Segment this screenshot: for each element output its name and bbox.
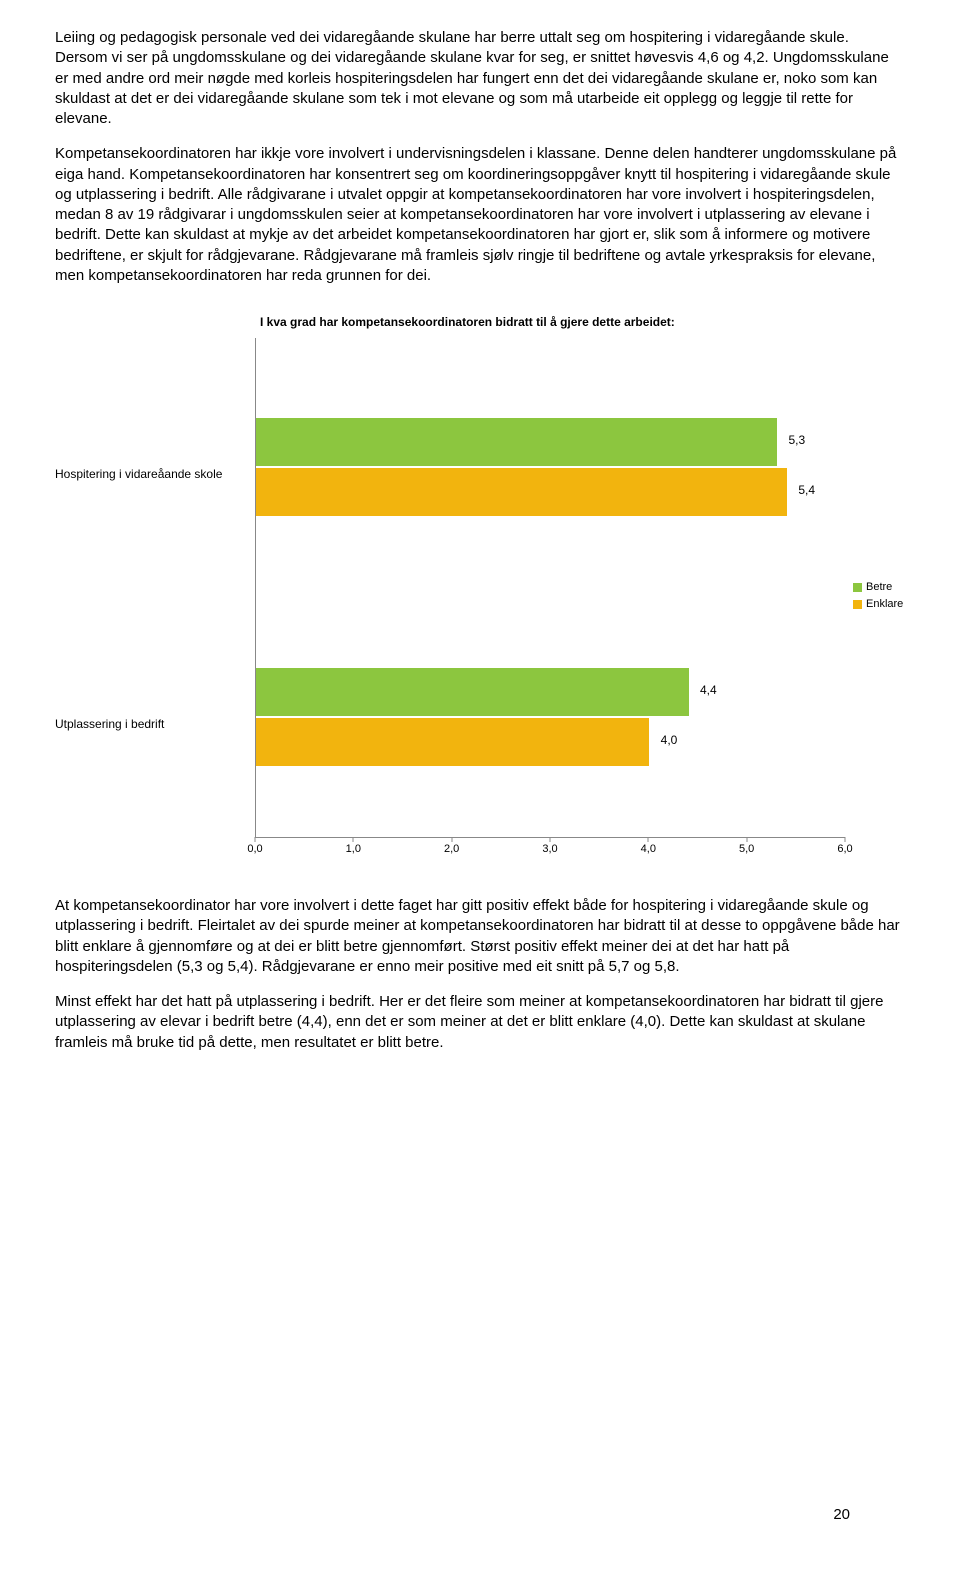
x-tick-label: 5,0 xyxy=(739,842,754,857)
bar-betre: 5,3 xyxy=(256,418,777,466)
bar-value-label: 4,4 xyxy=(700,682,717,698)
x-tick-label: 6,0 xyxy=(837,842,852,857)
legend-item: Betre xyxy=(853,580,903,595)
x-tick-label: 1,0 xyxy=(346,842,361,857)
x-tick-label: 3,0 xyxy=(542,842,557,857)
paragraph-3: At kompetansekoordinator har vore involv… xyxy=(55,896,905,977)
chart-plot: 5,3 5,4 4,4 4,0 0,0 1,0 2,0 3,0 4,0 xyxy=(255,338,845,856)
x-tick-label: 0,0 xyxy=(247,842,262,857)
chart-y-labels: Hospitering i vidareåande skole Utplasse… xyxy=(55,338,255,838)
bar-value-label: 5,3 xyxy=(788,432,805,448)
paragraph-2: Kompetansekoordinatoren har ikkje vore i… xyxy=(55,144,905,286)
x-tick-label: 2,0 xyxy=(444,842,459,857)
bar-value-label: 5,4 xyxy=(798,482,815,498)
chart-legend: Betre Enklare xyxy=(845,580,903,614)
chart-title: I kva grad har kompetansekoordinatoren b… xyxy=(260,314,905,330)
category-label: Hospitering i vidareåande skole xyxy=(55,466,245,482)
paragraph-4: Minst effekt har det hatt på utplasserin… xyxy=(55,992,905,1053)
chart-container: Hospitering i vidareåande skole Utplasse… xyxy=(55,338,905,856)
legend-label: Enklare xyxy=(866,597,903,612)
chart-plot-area: 5,3 5,4 4,4 4,0 xyxy=(255,338,845,838)
legend-item: Enklare xyxy=(853,597,903,612)
bar-betre: 4,4 xyxy=(256,668,689,716)
legend-label: Betre xyxy=(866,580,892,595)
legend-swatch xyxy=(853,600,862,609)
category-label: Utplassering i bedrift xyxy=(55,716,245,732)
bar-enklare: 5,4 xyxy=(256,468,787,516)
legend-swatch xyxy=(853,583,862,592)
paragraph-1: Leiing og pedagogisk personale ved dei v… xyxy=(55,28,905,129)
bar-value-label: 4,0 xyxy=(661,732,678,748)
bar-enklare: 4,0 xyxy=(256,718,649,766)
chart-x-axis: 0,0 1,0 2,0 3,0 4,0 5,0 6,0 xyxy=(255,838,845,856)
x-tick-label: 4,0 xyxy=(641,842,656,857)
